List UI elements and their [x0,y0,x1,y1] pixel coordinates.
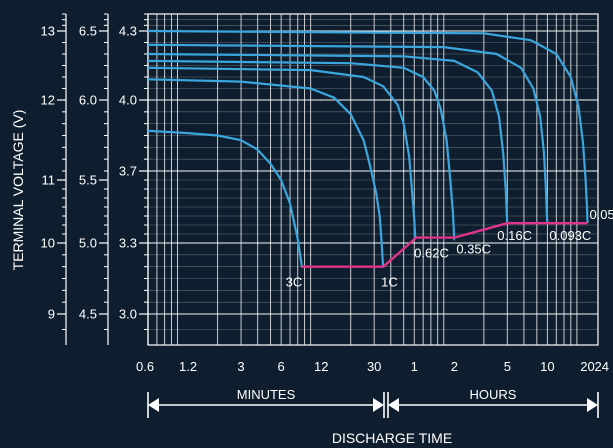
cutoff-line-group [301,222,588,268]
x-tick-label: 5 [504,359,511,374]
x-tick-label: 1.2 [179,359,197,374]
curve-0.093C [147,43,549,224]
y-tick-label: 4.0 [119,93,137,108]
y-tick-label: 9 [48,307,55,322]
y-tick-label: 11 [42,173,56,188]
curve-0.35C [147,59,456,241]
x-tick-label: 2 [451,359,458,374]
x-tick-label: 6 [278,359,285,374]
y-tick-label: 13 [41,24,55,39]
hours-arrow-right [587,398,598,412]
curve-label-0.093C: 0.093C [549,228,591,243]
y-tick-label: 4.5 [79,307,97,322]
y-tick-label: 6.5 [79,24,97,39]
y-tick-label: 10 [41,236,55,251]
curve-label-3C: 3C [286,275,303,290]
hours-label: HOURS [470,387,517,402]
curve-label-0.05C: 0.05C [589,207,613,222]
curve-0.62C [147,66,417,239]
curve-annotations: 3C 1C 0.62C 0.35C 0.16C 0.093C 0.05C [286,207,613,289]
curve-label-1C: 1C [381,275,398,290]
x-tick-label: 24 [595,359,609,374]
y-tick-label: 3.3 [119,236,137,251]
curve-0.05C [147,29,589,224]
discharge-curves [147,29,589,268]
y-tick-label: 3.0 [119,307,137,322]
y-tick-label: 5.0 [79,236,97,251]
x-tick-label: 30 [367,359,381,374]
y-tick-label: 6.0 [79,93,97,108]
y-axis-12V: 9 10 11 12 13 [41,13,67,345]
y-tick-label: 4.3 [119,24,137,39]
curve-0.16C [147,52,509,224]
y-axes: 3.0 3.3 3.7 4.0 4.3 4.5 5.0 5.5 6.0 6.5 9 10 11 12 13 [41,13,149,345]
x-tick-label: 1 [411,359,418,374]
cutoff-line [301,222,588,268]
y-tick-label: 5.5 [79,173,97,188]
y-tick-label: 3.7 [119,164,137,179]
x-axis-title: DISCHARGE TIME [332,430,452,446]
x-tick-label: 0.6 [136,359,154,374]
x-tick-label: 10 [540,359,554,374]
curve-1C [147,78,385,268]
curve-3C [147,129,304,268]
x-time-groups: MINUTES HOURS [147,387,599,418]
curve-label-0.35C: 0.35C [456,242,491,257]
curve-label-0.62C: 0.62C [414,246,449,261]
x-tick-label: 12 [314,359,328,374]
curve-label-0.16C: 0.16C [497,228,532,243]
x-tick-label: 20 [580,359,594,374]
x-axis: 0.6 1.2 3 6 12 30 1 2 5 10 20 24 [136,359,609,374]
minutes-arrow-right [373,398,384,412]
minutes-label: MINUTES [237,387,296,402]
x-tick-label: 3 [237,359,244,374]
y-axis-cell: 3.0 3.3 3.7 4.0 4.3 [119,13,149,345]
minutes-arrow-left [148,398,159,412]
y-axis-title: TERMINAL VOLTAGE (V) [10,110,26,271]
y-tick-label: 12 [41,93,55,108]
hours-arrow-left [388,398,399,412]
y-axis-6V: 4.5 5.0 5.5 6.0 6.5 [79,13,109,345]
